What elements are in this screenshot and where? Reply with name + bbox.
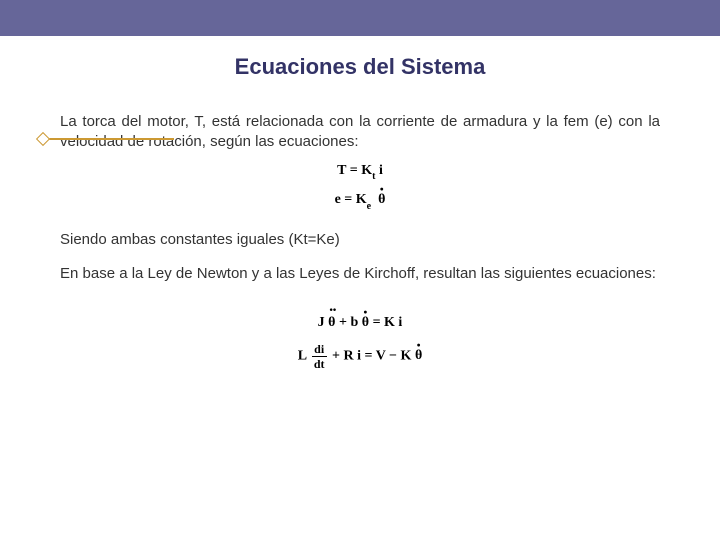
equation-emf: e = Ke θ bbox=[335, 192, 386, 210]
constants-paragraph: Siendo ambas constantes iguales (Kt=Ke) bbox=[60, 230, 660, 250]
eq-t-sub: t bbox=[372, 171, 375, 182]
slide-title: Ecuaciones del Sistema bbox=[60, 54, 660, 80]
eq-e-left: e = K bbox=[335, 192, 367, 207]
theta-ddot: θ bbox=[328, 315, 335, 331]
eq-t-right: i bbox=[375, 163, 382, 178]
theta-dot-2: θ bbox=[362, 315, 369, 331]
theta-dot: θ bbox=[378, 192, 385, 208]
eq-k-l: L bbox=[298, 348, 310, 363]
eq-n-plus-b: + b bbox=[335, 315, 361, 330]
equation-torque: T = Kt i bbox=[337, 163, 383, 181]
equation-newton: J θ + b θ = K i bbox=[318, 315, 403, 331]
eq-n-j: J bbox=[318, 315, 329, 330]
newton-kirchoff-paragraph: En base a la Ley de Newton y a las Leyes… bbox=[60, 264, 660, 284]
equations-block-1: T = Kt i e = Ke θ bbox=[60, 161, 660, 213]
eq-n-rhs: = K i bbox=[369, 315, 402, 330]
equation-kirchoff: L didt + R i = V − K θ bbox=[298, 343, 423, 370]
frac-num: di bbox=[312, 343, 327, 356]
fraction-didt: didt bbox=[312, 343, 327, 370]
eq-k-mid: + R i = V − K bbox=[329, 348, 415, 363]
top-bar bbox=[0, 0, 720, 36]
theta-dot-3: θ bbox=[415, 348, 422, 364]
slide-content: Ecuaciones del Sistema La torca del moto… bbox=[0, 36, 720, 372]
accent-underline bbox=[44, 138, 174, 140]
accent-diamond bbox=[36, 132, 50, 146]
frac-den: dt bbox=[312, 356, 327, 370]
equations-block-2: J θ + b θ = K i L didt + R i = V − K θ bbox=[60, 313, 660, 372]
eq-e-sub: e bbox=[367, 201, 371, 212]
eq-t-left: T = K bbox=[337, 163, 372, 178]
intro-paragraph: La torca del motor, T, está relacionada … bbox=[60, 112, 660, 153]
